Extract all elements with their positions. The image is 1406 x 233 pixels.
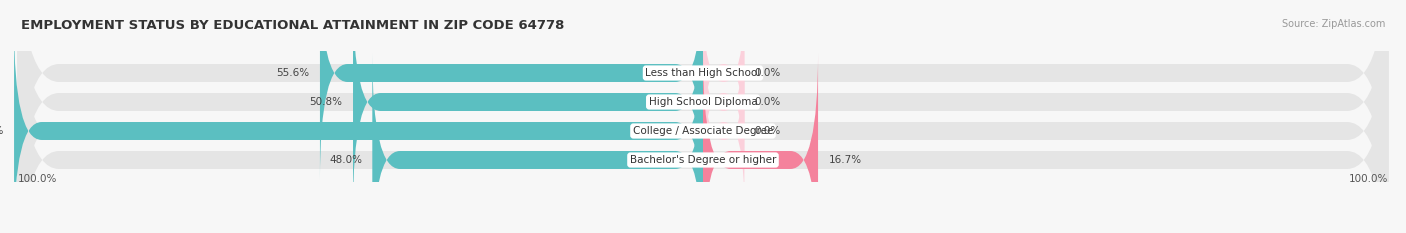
Text: Source: ZipAtlas.com: Source: ZipAtlas.com bbox=[1281, 19, 1385, 29]
Text: College / Associate Degree: College / Associate Degree bbox=[633, 126, 773, 136]
FancyBboxPatch shape bbox=[14, 24, 703, 233]
FancyBboxPatch shape bbox=[703, 0, 744, 151]
FancyBboxPatch shape bbox=[321, 0, 703, 180]
FancyBboxPatch shape bbox=[373, 53, 703, 233]
Text: 100.0%: 100.0% bbox=[1350, 174, 1389, 184]
FancyBboxPatch shape bbox=[353, 0, 703, 209]
Text: 16.7%: 16.7% bbox=[828, 155, 862, 165]
Text: 50.8%: 50.8% bbox=[309, 97, 343, 107]
Text: EMPLOYMENT STATUS BY EDUCATIONAL ATTAINMENT IN ZIP CODE 64778: EMPLOYMENT STATUS BY EDUCATIONAL ATTAINM… bbox=[21, 19, 564, 32]
Text: Bachelor's Degree or higher: Bachelor's Degree or higher bbox=[630, 155, 776, 165]
FancyBboxPatch shape bbox=[17, 0, 1389, 233]
FancyBboxPatch shape bbox=[17, 0, 1389, 233]
FancyBboxPatch shape bbox=[703, 53, 818, 233]
FancyBboxPatch shape bbox=[703, 53, 744, 209]
FancyBboxPatch shape bbox=[17, 0, 1389, 233]
FancyBboxPatch shape bbox=[703, 24, 744, 180]
Text: 0.0%: 0.0% bbox=[755, 68, 780, 78]
Text: 100.0%: 100.0% bbox=[0, 126, 4, 136]
Text: 55.6%: 55.6% bbox=[277, 68, 309, 78]
Text: Less than High School: Less than High School bbox=[645, 68, 761, 78]
Text: 100.0%: 100.0% bbox=[17, 174, 56, 184]
Text: 48.0%: 48.0% bbox=[329, 155, 361, 165]
FancyBboxPatch shape bbox=[17, 0, 1389, 233]
Text: High School Diploma: High School Diploma bbox=[648, 97, 758, 107]
Text: 0.0%: 0.0% bbox=[755, 126, 780, 136]
Text: 0.0%: 0.0% bbox=[755, 97, 780, 107]
